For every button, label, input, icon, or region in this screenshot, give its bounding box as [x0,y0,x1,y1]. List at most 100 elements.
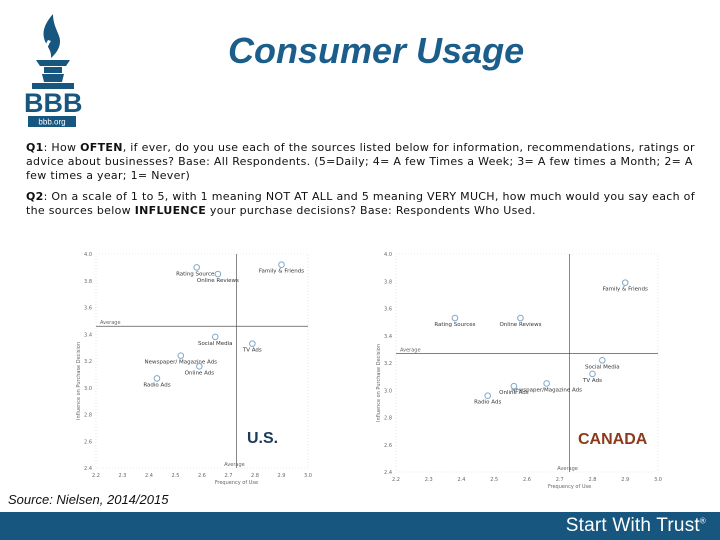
footer-tagline: Start With Trust® [566,515,706,537]
svg-text:BBB: BBB [24,88,83,118]
data-point-label: Online Reviews [197,278,239,284]
canada-scatter-chart: 4.0 3.8 3.6 3.4 3.2 3.0 2.8 2.6 2.4 2.2 2.3 2.4 2.5 2… [362,240,662,492]
data-point [589,370,596,378]
x-tick-label: 2.5 [172,473,180,479]
x-tick-label: 2.3 [425,477,433,483]
bbb-torch-icon: BBB bbb.org [24,14,83,127]
data-point-label: Online Reviews [499,322,541,328]
data-point [621,279,629,286]
data-point [599,356,606,364]
x-tick-label: 2.6 [523,477,531,483]
x-tick-label: 2.3 [119,473,127,479]
average-y-label: Average [400,347,421,353]
data-point [510,382,518,390]
canada-chart-svg: 4.03.83.63.43.23.02.82.62.42.2 2.3 2.4 2.5 2… [376,252,662,490]
data-point [517,314,524,322]
data-point [193,264,200,271]
q2-text-post: your purchase decisions? Base: Responden… [206,204,536,217]
data-point [214,270,222,278]
y-tick-label: 3.2 [84,359,92,365]
y-tick-label: 3.8 [384,279,392,285]
q1-emphasis: OFTEN [80,141,123,154]
data-point-label: Rating Sources [176,271,217,277]
y-tick-label: 3.6 [384,307,392,313]
y-tick-label: 2.6 [384,443,392,449]
registered-mark: ® [699,516,706,526]
x-tick-label: 2.4 [145,473,153,479]
data-point-label: Online Ads [185,370,215,376]
y-tick-label: 2.6 [84,439,92,445]
data-point-label: Newspaper/Magazine Ads [511,387,582,393]
x-tick-label: 2.9 [621,477,629,483]
x-tick-label: 2.7 [225,473,233,479]
y-axis-label: Influence on Purchase Decision [76,342,82,420]
q2-text-pre: : On a scale of 1 to 5, with 1 meaning N… [26,190,695,217]
svg-text:bbb.org: bbb.org [38,118,65,127]
question-2: Q2: On a scale of 1 to 5, with 1 meaning… [26,190,706,218]
y-tick-label: 4.0 [84,252,92,258]
us-chart-label: U.S. [247,430,279,447]
x-tick-label: 2.2 [92,473,100,479]
average-x-label: Average [224,462,245,468]
average-y-label: Average [100,320,121,326]
y-tick-label: 2.8 [84,413,92,419]
question-1: Q1: How OFTEN, if ever, do you use each … [26,141,706,183]
plot-frame [95,253,309,469]
data-point [211,333,219,341]
data-point-label: Family & Friends [603,287,648,293]
data-point-label: Rating Sources [434,322,475,328]
page-title: Consumer Usage [228,30,525,71]
y-tick-label: 3.6 [84,306,92,312]
x-tick-label: 2.2 [392,477,400,483]
data-point-label: TV Ads [582,378,602,384]
y-tick-label: 4.0 [384,252,392,258]
x-tick-label: 2.8 [589,477,597,483]
y-tick-label: 2.4 [384,470,392,476]
data-point-label: Social Media [585,364,620,370]
data-point-label: Newspaper/ Magazine Ads [145,360,218,366]
data-point [543,380,550,387]
q1-text-post: , if ever, do you use each of the source… [26,141,695,182]
data-point [249,340,256,347]
footer-bar: Start With Trust® [0,512,720,540]
y-tick-label: 2.4 [84,466,92,472]
y-tick-label: 3.8 [84,279,92,285]
data-point-label: Social Media [198,341,233,347]
x-tick-label: 3.0 [654,477,662,483]
q2-label: Q2 [26,190,44,203]
x-tick-label: 3.0 [304,473,312,479]
average-x-label: Average [557,466,578,472]
data-point [196,363,203,370]
x-tick-label: 2.8 [251,473,259,479]
y-tick-label: 3.2 [384,361,392,367]
source-note: Source: Nielsen, 2014/2015 [8,492,169,507]
data-point-label: Family & Friends [259,269,304,275]
x-tick-label: 2.7 [556,477,564,483]
us-chart-svg: 4.03.83.63.43.23.02.82.62.42.2 2.3 2.4 2.5 2… [76,252,312,486]
x-tick-label: 2.9 [278,473,286,479]
canada-chart-label: CANADA [578,431,648,448]
q2-emphasis: INFLUENCE [134,204,207,217]
x-tick-label: 2.6 [198,473,206,479]
q1-text-pre: : How [43,141,81,154]
data-point [278,261,285,269]
bbb-logo: BBB bbb.org [22,10,84,128]
data-point-label: Radio Ads [143,382,170,388]
y-tick-label: 3.4 [384,334,392,340]
q1-label: Q1 [26,141,44,154]
data-point-label: TV Ads [242,348,262,354]
x-tick-label: 2.5 [490,477,498,483]
footer-tagline-text: Start With Trust [565,515,700,536]
y-tick-label: 3.0 [84,386,92,392]
x-tick-label: 2.4 [458,477,466,483]
y-axis-label: Influence on Purchase Decision [376,344,382,422]
data-point [451,314,459,322]
data-point [153,375,161,382]
data-point [177,352,185,359]
data-point-label: Online Ads [499,390,529,396]
x-axis-label: Frequency of Use [548,484,591,490]
x-axis-label: Frequency of Use [215,480,258,486]
y-tick-label: 2.8 [384,416,392,422]
us-scatter-chart: 4.0 3.8 3.6 3.4 3.2 3.0 2.8 2.6 2.4 2.2 2.3 2.4 2.5 2… [58,238,318,490]
data-point [484,392,491,399]
